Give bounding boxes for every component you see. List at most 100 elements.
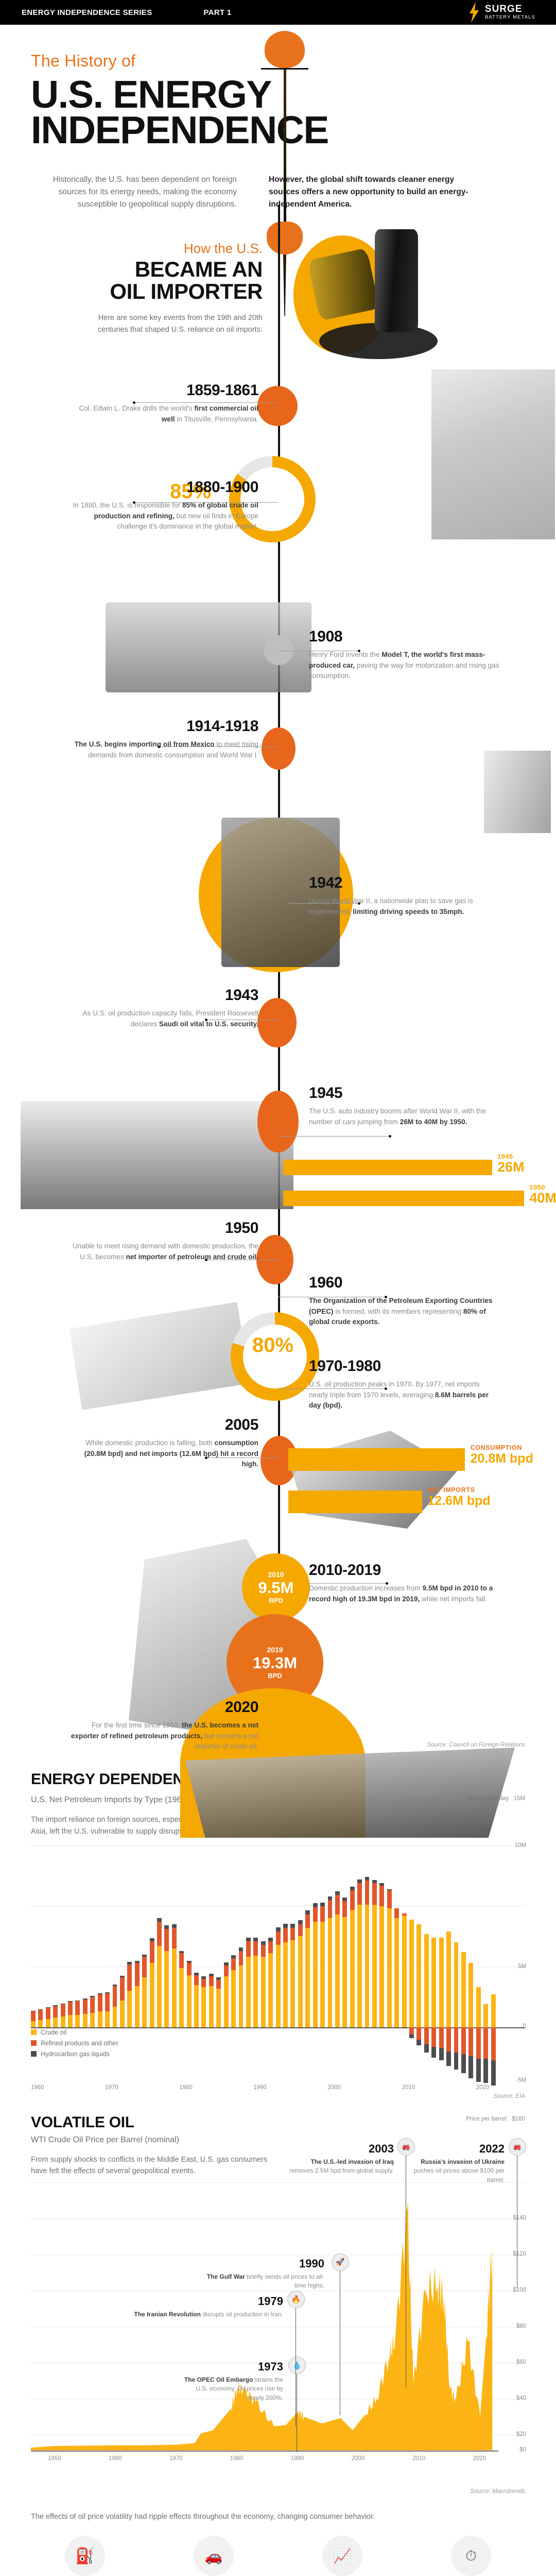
event-text: Unable to meet rising demand with domest… — [68, 1241, 258, 1262]
series-label: ENERGY INDEPENDENCE SERIES — [22, 8, 152, 17]
bar-segment — [45, 2007, 50, 2008]
oil-importer-section: How the U.S. BECAME AN OIL IMPORTER Here… — [0, 205, 556, 421]
american-flag-photo — [484, 751, 551, 834]
bar-segment — [238, 1951, 244, 1965]
event-text-bold: first commercial oil well — [161, 404, 258, 423]
oil-price-area-path — [31, 2201, 493, 2450]
bar-segment — [38, 2009, 43, 2010]
bar-segment — [223, 1962, 229, 1965]
annotation-text: removes 2.5M bpd from global supply. — [289, 2167, 394, 2175]
bar-segment — [275, 1944, 281, 2027]
timeline-marker — [264, 635, 293, 666]
rocket-icon: 🚀 — [332, 2253, 349, 2271]
bar-segment — [461, 2054, 466, 2074]
event-text-bold2: 80% of global crude exports. — [309, 1307, 486, 1326]
bar-segment — [75, 2015, 80, 2027]
event-text-plain: While domestic production is falling, bo… — [85, 1439, 215, 1447]
tank-icon: 🚒 — [397, 2138, 415, 2156]
legend-swatch — [31, 2029, 37, 2036]
importer-title: BECAME AN OIL IMPORTER — [77, 258, 263, 303]
bar-segment — [409, 2035, 414, 2039]
oil-drop-icon: 💧 — [288, 2356, 306, 2374]
bar-segment — [298, 1924, 303, 1937]
event-text-plain: As U.S. oil production capacity falls, P… — [82, 1009, 258, 1028]
xtick: 1970 — [169, 2455, 183, 2462]
event-text: During World War II, a nationwide plan t… — [309, 896, 499, 917]
event-text-plain: During World War II, a nationwide plan t… — [309, 897, 473, 916]
bar-segment — [327, 1896, 333, 1900]
fuel-gauge-icon: ⏱ — [451, 2536, 491, 2576]
ytick-20: $20 — [516, 2431, 526, 2437]
bar-segment — [298, 1936, 303, 2027]
xtick: 1970 — [105, 2084, 118, 2091]
ytick-80: $80 — [516, 2323, 526, 2329]
event-text: As U.S. oil production capacity falls, P… — [68, 1008, 258, 1029]
bar-segment — [53, 2018, 58, 2027]
bar-segment — [431, 2046, 437, 2058]
stat-label: NET IMPORTS — [427, 1486, 475, 1494]
bar-segment — [223, 1976, 229, 2027]
bar-segment — [90, 2012, 95, 2027]
event-year: 1960 — [309, 1274, 343, 1292]
bar-segment — [246, 1957, 251, 2027]
event-text: The U.S. begins importing oil from Mexic… — [68, 739, 258, 760]
event-text: U.S. oil production peaks in 1970. By 19… — [309, 1379, 499, 1411]
event-text-tail: in Titusville, Pennsylvania. — [175, 415, 258, 423]
legend-label: Hydrocarbon gas liquids — [41, 2050, 110, 2058]
bar-segment — [194, 1973, 199, 1975]
bar-segment — [491, 2060, 496, 2086]
event-year: 2005 — [224, 1416, 259, 1434]
energy-dependent-title: ENERGY DEPENDENT — [31, 1771, 193, 1788]
bar-segment — [179, 1953, 184, 1968]
bar-segment — [483, 2059, 489, 2083]
ytick-neg5M: -5M — [516, 2077, 526, 2083]
bar-segment — [134, 1986, 140, 2027]
annotation-bold: The Gulf War — [206, 2273, 245, 2280]
volatile-oil-chart: $140 $120 $100 $80 $60 $40 $20 $0 1973 T… — [31, 2138, 526, 2471]
bar-segment — [350, 1909, 355, 2027]
bar-segment — [38, 2020, 43, 2027]
ytick-40: $40 — [516, 2395, 526, 2401]
bar-segment — [157, 1918, 162, 1922]
annotation-bold: The OPEC Oil Embargo — [184, 2376, 253, 2383]
bar-segment — [179, 1968, 184, 2027]
xtick: 1960 — [109, 2455, 122, 2462]
bar-segment — [127, 1991, 132, 2027]
event-text-plain: In 1880, the U.S. is responsible for — [73, 501, 182, 510]
bar-segment — [320, 1922, 325, 2027]
bar-segment — [357, 1905, 362, 2027]
bar-segment — [164, 1951, 169, 2027]
bar-segment — [157, 1946, 162, 2027]
bar-segment — [171, 1948, 177, 2027]
bar-segment — [409, 1919, 414, 2027]
event-text-bold: the U.S. becomes a net exporter of refin… — [71, 1721, 258, 1740]
fire-icon: 🔥 — [287, 2290, 305, 2308]
timeline-event-2010: 2010-2019 Domestic production increases … — [309, 1562, 499, 1604]
timeline-source: Source: Council on Foreign Relations — [427, 1742, 526, 1749]
event-text-bold: net importer of petroleum and crude oil. — [126, 1252, 258, 1261]
timeline-event-1945: 1945 The U.S. auto industry booms after … — [309, 1084, 499, 1127]
annotation-bold: Russia's invasion of Ukraine — [421, 2158, 505, 2165]
annotation-2022: 2022 Russia's invasion of Ukraine pushes… — [407, 2142, 505, 2184]
effect-item: ⏱ Lower fuel consumption — [417, 2536, 525, 2576]
bar-segment — [68, 2002, 73, 2015]
bar-segment — [350, 1890, 355, 1910]
timeline-event-1880: 1880-1900 In 1880, the U.S. is responsib… — [68, 479, 259, 532]
event-text-plain: For the first time since 1950, — [91, 1721, 182, 1730]
timeline-event-1943: 1943 As U.S. oil production capacity fal… — [68, 987, 258, 1029]
donut-85 — [229, 456, 316, 543]
bar-segment — [119, 1977, 125, 2001]
bar-segment — [283, 1942, 288, 2027]
event-year: 1942 — [309, 874, 343, 892]
queue-icon: 🚗 — [194, 2536, 234, 2576]
oil-drip-graphic — [260, 31, 309, 234]
bar-segment — [82, 1998, 88, 1999]
bar-segment — [335, 1891, 340, 1895]
connector-line — [133, 401, 278, 404]
timeline-event-1942: 1942 During World War II, a nationwide p… — [309, 874, 499, 917]
bar-segment — [439, 1937, 444, 2027]
bar-segment — [31, 2011, 36, 2022]
xtick: 1960 — [31, 2084, 44, 2091]
bar-label: 1945 — [497, 1153, 513, 1161]
bar-segment — [216, 1988, 221, 2027]
